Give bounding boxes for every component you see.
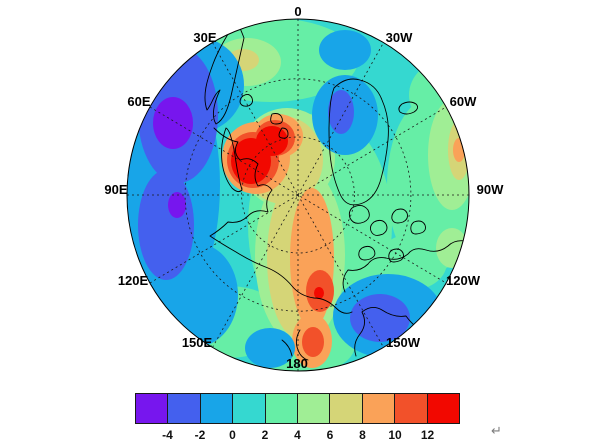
map-rim (126, 18, 470, 372)
lon-label-90e: 90E (104, 182, 127, 197)
lon-label-30w: 30W (386, 30, 413, 45)
colorbar-segment (264, 394, 298, 423)
contour-lt-m4 (153, 97, 193, 218)
colorbar-tick-label: 6 (326, 428, 334, 442)
coast-canadian-arctic (348, 205, 426, 263)
contour-field (127, 19, 469, 371)
colorbar-tick-label: 8 (359, 428, 366, 442)
lon-label-60w: 60W (450, 94, 477, 109)
lon-label-30e: 30E (193, 30, 216, 45)
graticule (127, 19, 469, 371)
colorbar-segment (136, 394, 168, 423)
lon-label-180: 180 (286, 356, 308, 371)
colorbar-segment (426, 394, 460, 423)
coast-north-america (342, 240, 469, 293)
coast-okhotsk (281, 329, 309, 361)
colorbar-segment (361, 394, 395, 423)
colorbar-segments (136, 394, 460, 423)
coast-scandinavia (204, 20, 245, 125)
colorbar-tick-label: -4 (162, 428, 173, 442)
colorbar-ticks: -4 -2 0 2 4 6 8 10 12 (135, 428, 460, 443)
contour-gt-12 (231, 126, 324, 299)
longitude-labels: 0 30E 60E 90E 120E 150E 180 150W 120W 90… (104, 4, 504, 371)
lon-label-120e: 120E (118, 273, 149, 288)
lon-label-120w: 120W (446, 273, 481, 288)
colorbar-tick-label: 4 (294, 428, 301, 442)
colorbar-segment (297, 394, 330, 423)
lon-label-90w: 90W (477, 182, 504, 197)
colorbar-tick-label: 12 (420, 428, 435, 442)
lon-label-0: 0 (294, 4, 301, 19)
coast-svalbard (239, 93, 253, 107)
colorbar-tick-label: 10 (388, 428, 402, 442)
coast-russia-north (209, 127, 353, 314)
colorbar-segment (199, 394, 233, 423)
lon-label-150e: 150E (182, 335, 213, 350)
colorbar-segment (329, 394, 362, 423)
lon-label-60e: 60E (127, 94, 150, 109)
colorbar (135, 393, 460, 424)
coast-severnaya-zemlya (270, 113, 289, 139)
colorbar-tick-label: 2 (261, 428, 269, 442)
colorbar-segment (394, 394, 427, 423)
lon-label-150w: 150W (386, 335, 421, 350)
colorbar-tick-label: 0 (229, 428, 236, 442)
colorbar-tick-label: -2 (194, 428, 206, 442)
coast-greenland (328, 78, 389, 206)
coastlines (204, 20, 469, 361)
return-mark-icon: ↵ (491, 423, 502, 438)
colorbar-segment (167, 394, 200, 423)
colorbar-segment (232, 394, 265, 423)
coast-novaya-zemlya (221, 127, 243, 193)
coast-iceland (398, 101, 419, 115)
